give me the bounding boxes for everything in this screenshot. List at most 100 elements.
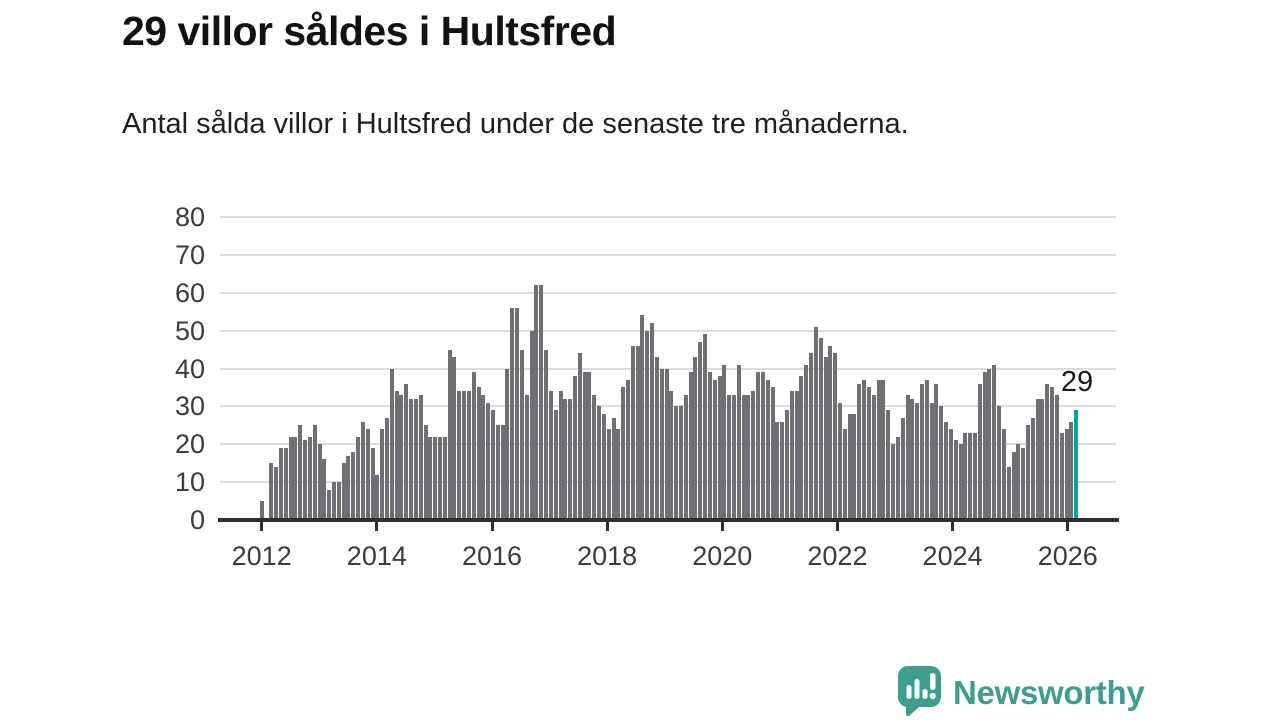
bar (1030, 417, 1035, 520)
bar (481, 395, 486, 520)
y-tick-label: 0 (189, 505, 205, 535)
bar (972, 432, 977, 520)
bar (312, 425, 317, 520)
bar (433, 436, 438, 520)
bar (548, 391, 553, 520)
x-tick-label: 2012 (231, 541, 292, 571)
bar (572, 376, 577, 520)
bar (630, 345, 635, 520)
bar (905, 395, 910, 520)
bar (770, 387, 775, 520)
x-tick (260, 522, 264, 531)
bar (688, 372, 693, 520)
bar (910, 398, 915, 520)
bar (712, 379, 717, 520)
bar (500, 425, 505, 520)
bar (486, 402, 491, 520)
bar (317, 444, 322, 520)
bar (621, 387, 626, 520)
newsworthy-logo[interactable]: Newsworthy (897, 665, 1145, 720)
x-tick-label: 2018 (577, 541, 638, 571)
bar (751, 391, 756, 520)
bar (799, 376, 804, 520)
bar (1050, 387, 1055, 520)
bar (293, 436, 298, 520)
bar (707, 372, 712, 520)
bar (828, 345, 833, 520)
gridline (220, 291, 1116, 294)
bar (953, 440, 958, 520)
bar (635, 345, 640, 520)
bar (756, 372, 761, 520)
gridline (220, 253, 1116, 256)
bar (515, 307, 520, 520)
bar (919, 383, 924, 520)
gridline (220, 216, 1116, 218)
bar (818, 338, 823, 520)
bar (327, 489, 332, 520)
x-tick-label: 2016 (461, 541, 523, 571)
bar (900, 417, 905, 520)
gridline (220, 329, 1116, 332)
bar (997, 406, 1002, 520)
bar (977, 383, 982, 520)
bar (534, 285, 539, 520)
bar (659, 368, 664, 520)
bar (881, 379, 886, 520)
bar (519, 349, 524, 520)
bar (409, 398, 414, 520)
bar (736, 364, 741, 520)
bar (1011, 451, 1016, 520)
y-tick-label: 60 (174, 277, 205, 308)
bar (862, 379, 867, 520)
x-axis-line (218, 518, 1119, 522)
bar (283, 448, 288, 520)
bar (385, 417, 389, 520)
bar (524, 395, 529, 520)
bar (471, 372, 476, 520)
bar (645, 330, 650, 520)
bar (698, 342, 703, 520)
bar (495, 425, 500, 520)
bar (1054, 395, 1059, 520)
y-tick-label: 70 (174, 239, 205, 270)
bar (891, 444, 896, 520)
brand-name: Newsworthy (953, 674, 1145, 711)
bar (269, 463, 274, 520)
bar (732, 395, 736, 520)
bar (563, 398, 568, 520)
bar (274, 466, 279, 520)
bar (597, 406, 602, 520)
bar (717, 376, 722, 520)
bar (929, 402, 934, 520)
bar (775, 421, 780, 520)
bar (592, 395, 597, 520)
bar (389, 368, 394, 520)
bar (1026, 425, 1030, 520)
bar (360, 421, 365, 520)
bar (476, 387, 481, 520)
bar (963, 432, 968, 520)
bar (452, 357, 457, 520)
bar (544, 349, 549, 520)
chart-plot-area (220, 216, 1116, 520)
bar (857, 383, 862, 520)
bar (1006, 466, 1011, 520)
bar (466, 391, 471, 520)
bar (780, 421, 785, 520)
bar (987, 368, 992, 520)
bar (365, 429, 370, 520)
chart-subtitle: Antal sålda villor i Hultsfred under de … (122, 108, 909, 140)
y-tick-label: 50 (174, 315, 205, 346)
page-title: 29 villor såldes i Hultsfred (122, 8, 617, 54)
bar (336, 482, 341, 520)
bar (380, 429, 385, 520)
bar (982, 372, 987, 520)
bar (606, 429, 611, 520)
bar (346, 455, 351, 520)
bar (462, 391, 467, 520)
bar (669, 391, 674, 520)
bar (674, 406, 679, 520)
y-tick-label: 40 (174, 353, 205, 384)
last-value-annotation: 29 (1060, 366, 1094, 398)
